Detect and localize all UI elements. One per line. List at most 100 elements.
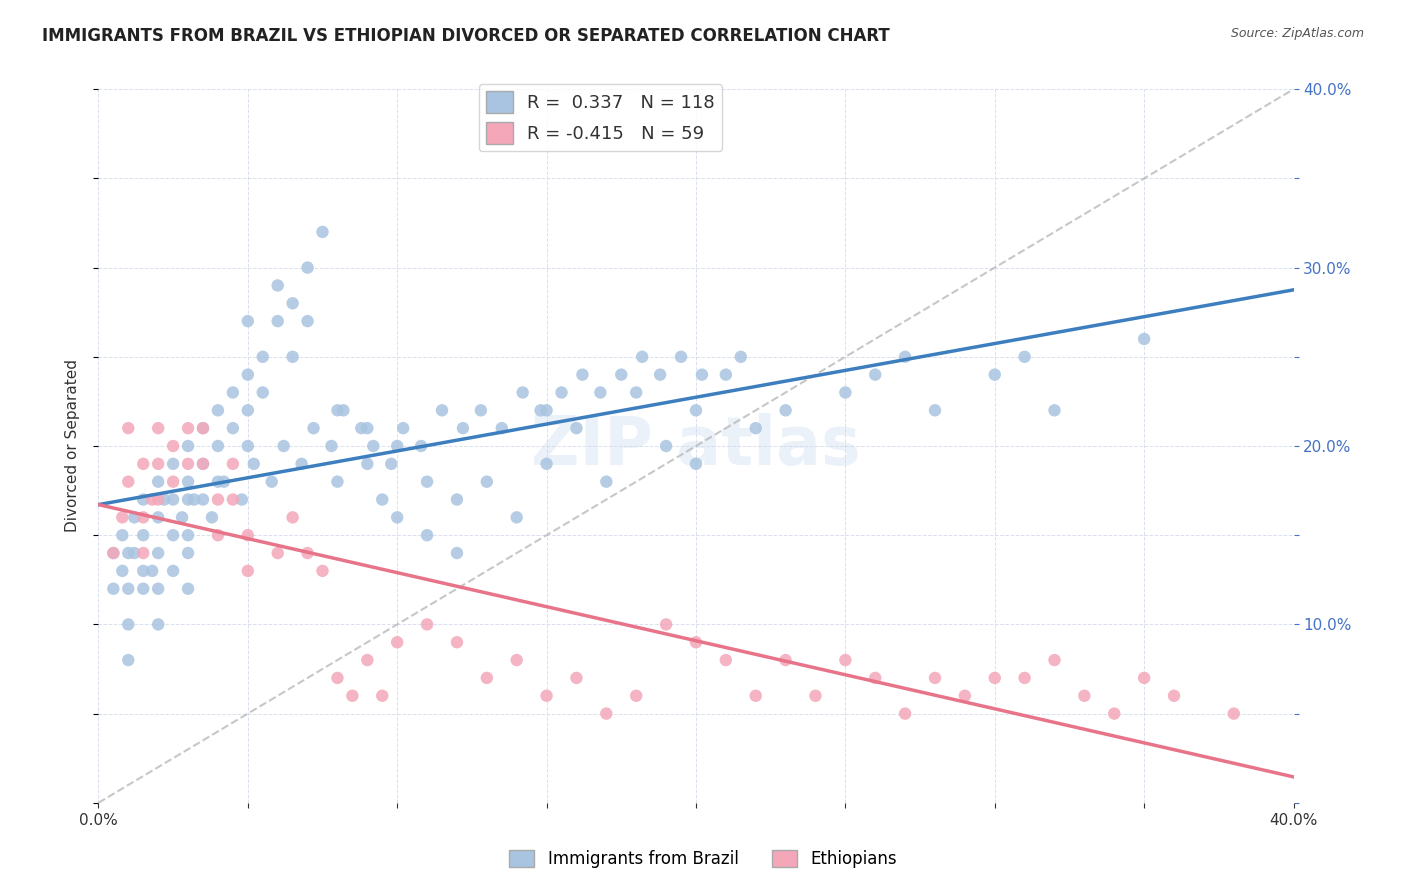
Point	[207, 439, 229, 453]
Point	[669, 350, 692, 364]
Point	[626, 385, 648, 400]
Point	[177, 421, 200, 435]
Legend: R =  0.337   N = 118, R = -0.415   N = 59: R = 0.337 N = 118, R = -0.415 N = 59	[478, 84, 723, 152]
Point	[297, 314, 319, 328]
Point	[685, 457, 707, 471]
Point	[775, 653, 797, 667]
Point	[536, 457, 558, 471]
Point	[236, 368, 259, 382]
Point	[191, 492, 214, 507]
Point	[690, 368, 713, 382]
Point	[385, 510, 409, 524]
Point	[148, 492, 170, 507]
Point	[117, 546, 139, 560]
Point	[124, 510, 146, 524]
Point	[924, 671, 946, 685]
Point	[162, 564, 184, 578]
Legend: Immigrants from Brazil, Ethiopians: Immigrants from Brazil, Ethiopians	[502, 843, 904, 875]
Point	[363, 439, 385, 453]
Point	[411, 439, 433, 453]
Point	[1014, 350, 1036, 364]
Point	[177, 475, 200, 489]
Point	[311, 225, 333, 239]
Point	[177, 439, 200, 453]
Point	[236, 403, 259, 417]
Point	[132, 457, 155, 471]
Point	[650, 368, 672, 382]
Point	[595, 475, 617, 489]
Point	[177, 457, 200, 471]
Point	[571, 368, 593, 382]
Point	[865, 368, 887, 382]
Point	[626, 689, 648, 703]
Point	[117, 617, 139, 632]
Text: ZIP atlas: ZIP atlas	[531, 413, 860, 479]
Point	[589, 385, 612, 400]
Point	[451, 421, 474, 435]
Point	[610, 368, 633, 382]
Point	[430, 403, 453, 417]
Point	[141, 492, 163, 507]
Point	[231, 492, 253, 507]
Point	[416, 528, 439, 542]
Point	[177, 528, 200, 542]
Point	[132, 528, 155, 542]
Point	[371, 689, 394, 703]
Point	[392, 421, 415, 435]
Point	[153, 492, 176, 507]
Point	[1073, 689, 1095, 703]
Point	[207, 403, 229, 417]
Point	[222, 457, 245, 471]
Point	[1104, 706, 1126, 721]
Point	[148, 546, 170, 560]
Point	[191, 421, 214, 435]
Point	[212, 475, 235, 489]
Point	[356, 421, 378, 435]
Point	[1133, 332, 1156, 346]
Point	[1043, 653, 1066, 667]
Point	[207, 528, 229, 542]
Point	[865, 671, 887, 685]
Point	[132, 564, 155, 578]
Point	[321, 439, 343, 453]
Point	[1043, 403, 1066, 417]
Point	[281, 296, 304, 310]
Point	[475, 671, 498, 685]
Point	[191, 457, 214, 471]
Point	[326, 475, 349, 489]
Point	[273, 439, 295, 453]
Point	[148, 582, 170, 596]
Point	[745, 421, 768, 435]
Point	[177, 492, 200, 507]
Point	[416, 475, 439, 489]
Point	[222, 492, 245, 507]
Point	[730, 350, 752, 364]
Point	[291, 457, 314, 471]
Point	[162, 439, 184, 453]
Point	[162, 475, 184, 489]
Point	[124, 546, 146, 560]
Point	[350, 421, 373, 435]
Point	[631, 350, 654, 364]
Point	[595, 706, 617, 721]
Point	[311, 564, 333, 578]
Point	[132, 510, 155, 524]
Point	[103, 546, 125, 560]
Point	[297, 260, 319, 275]
Point	[1223, 706, 1246, 721]
Text: Source: ZipAtlas.com: Source: ZipAtlas.com	[1230, 27, 1364, 40]
Point	[491, 421, 513, 435]
Point	[550, 385, 572, 400]
Point	[302, 421, 325, 435]
Point	[132, 546, 155, 560]
Point	[103, 546, 125, 560]
Point	[267, 546, 290, 560]
Point	[117, 582, 139, 596]
Point	[446, 492, 468, 507]
Point	[775, 403, 797, 417]
Point	[132, 582, 155, 596]
Point	[536, 403, 558, 417]
Point	[342, 689, 364, 703]
Point	[162, 528, 184, 542]
Point	[111, 510, 134, 524]
